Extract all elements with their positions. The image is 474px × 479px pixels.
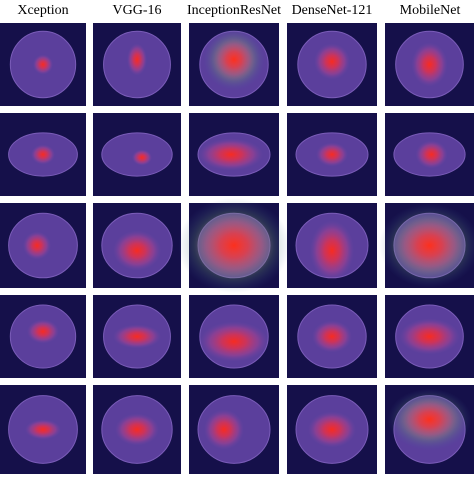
column-header: VGG-16 (113, 3, 162, 18)
heat-spot (200, 321, 268, 362)
heat-spot (27, 319, 59, 344)
heat-spot (411, 42, 448, 87)
heatmap-grid (0, 23, 474, 474)
heat-spot (399, 318, 460, 355)
heat-spot (212, 37, 256, 82)
heat-spot (25, 419, 61, 440)
heat-spot (316, 142, 348, 167)
column-header: DenseNet-121 (292, 3, 373, 18)
heat-spot (314, 43, 350, 80)
heat-spot (113, 324, 161, 349)
heat-spot (393, 215, 466, 276)
heat-spot (113, 230, 161, 271)
heat-spot (132, 149, 152, 166)
heat-spot (115, 413, 159, 446)
heat-spot (399, 397, 460, 442)
heat-spot (312, 320, 352, 353)
heat-spot (204, 409, 244, 450)
column-header: MobileNet (400, 3, 461, 18)
heat-spot (194, 211, 274, 280)
heat-spot (31, 144, 55, 165)
heat-spot (415, 140, 448, 169)
heat-spot (127, 43, 147, 76)
heat-spot (310, 220, 354, 281)
heat-spot (199, 138, 263, 171)
column-header: Xception (17, 3, 68, 18)
heat-spot (308, 411, 356, 448)
column-header: InceptionResNet (187, 3, 281, 18)
heat-spot (23, 231, 51, 260)
heat-spot (33, 54, 53, 75)
